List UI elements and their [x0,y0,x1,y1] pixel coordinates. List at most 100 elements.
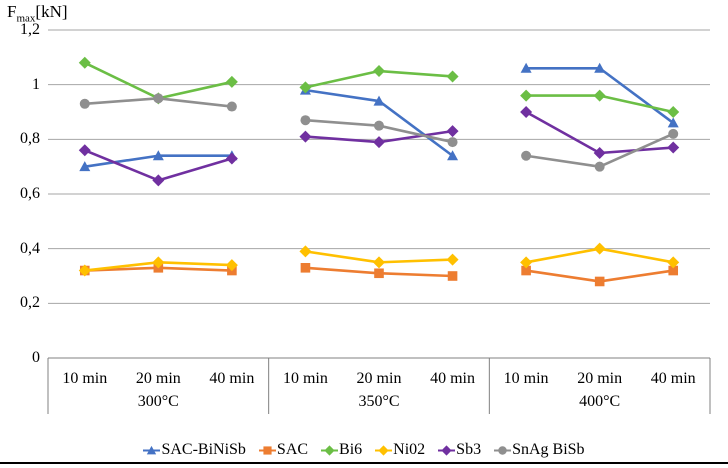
diamond-marker [667,141,680,154]
square-marker [300,263,311,273]
x-tick-time-label: 40 min [209,370,255,387]
diamond-legend-icon [375,445,393,456]
diamond-marker [593,147,606,159]
diamond-marker [520,256,533,269]
diamond-marker [78,264,91,277]
circle-marker [447,137,458,148]
diamond-marker [78,56,91,69]
diamond-marker [152,174,165,187]
diamond-marker [225,152,238,165]
x-tick-time-label: 20 min [356,370,402,387]
legend-item-sac: SAC [258,441,309,459]
x-group-temperature-label: 400°C [579,393,621,410]
circle-marker [594,161,605,172]
x-tick-time-label: 40 min [650,370,696,387]
y-axis-title-prefix: F [7,2,17,21]
triangle-marker [594,62,606,73]
diamond-marker [520,106,533,118]
diamond-marker [373,136,385,149]
diamond-marker [299,245,312,258]
x-group-temperature-label: 300°C [137,393,179,410]
diamond-marker [593,89,606,102]
diamond-marker [667,106,680,118]
x-tick-time-label: 20 min [135,370,181,387]
triangle-marker [447,150,459,161]
triangle-marker [667,117,679,128]
circle-marker [226,101,237,112]
diamond-marker [299,81,312,94]
x-tick-time-label: 10 min [503,370,549,387]
square-marker [374,268,384,279]
y-axis-title-subscript: max [16,12,36,25]
y-tick-label: 0,4 [20,239,40,257]
square-marker [447,271,458,281]
x-tick-time-label: 20 min [577,370,623,387]
circle-marker [498,446,507,455]
series-line-sb3 [524,110,675,155]
diamond-marker [299,130,312,143]
triangle-marker [147,445,157,455]
diamond-marker [324,445,335,456]
legend-item-bi6: Bi6 [321,441,362,459]
circle-marker [374,120,384,131]
bottom-divider [0,462,728,464]
triangle-marker [79,161,91,172]
y-tick-label: 0,6 [20,185,40,202]
legend-label: SnAg BiSb [512,441,585,458]
diamond-marker [225,259,238,272]
diamond-marker [373,256,385,269]
legend-item-ni02: Ni02 [375,441,425,459]
y-tick-label: 1,2 [20,21,40,38]
circle-marker [521,150,532,161]
triangle-marker [373,95,385,106]
x-group-temperature-label: 350°C [358,393,400,410]
diamond-marker [446,70,459,83]
triangle-marker [152,150,164,161]
y-tick-label: 0,2 [20,294,40,312]
circle-marker [153,93,164,104]
diamond-marker [152,256,165,269]
diamond-marker [593,242,606,255]
legend-item-snag-bisb: SnAg BiSb [494,441,585,459]
diamond-legend-icon [321,445,339,456]
legend-label: Sb3 [456,441,482,458]
triangle-marker [520,62,532,73]
legend-label: Ni02 [393,441,426,458]
legend-item-sac-binisb: SAC-BiNiSb [143,441,246,459]
square-marker [521,265,531,276]
legend-label: Bi6 [339,441,363,458]
circle-marker [668,128,679,139]
legend-item-sb3: Sb3 [438,441,481,459]
diamond-marker [225,75,238,88]
y-tick-label: 0,8 [20,130,40,148]
y-axis-title: Fmax[kN] [7,2,68,24]
legend-label: SAC-BiNiSb [161,441,246,458]
chart-legend: SAC-BiNiSb SAC Bi6 Ni02 Sb3 SnAg BiSb [0,441,728,459]
circle-marker [79,98,90,109]
diamond-marker [441,445,452,456]
diamond-marker [667,256,680,269]
x-tick-time-label: 10 min [282,370,328,387]
square-marker [594,276,605,287]
square-marker [263,446,272,455]
diamond-marker [378,445,389,456]
y-tick-label: 1 [32,75,40,93]
y-tick-label: 0 [32,349,40,366]
diamond-marker [520,89,533,102]
circle-marker [300,115,311,126]
triangle-legend-icon [143,445,161,455]
y-axis-title-unit: [kN] [35,2,68,21]
square-legend-icon [258,446,276,455]
diamond-marker [446,125,459,138]
square-marker [668,265,679,276]
x-tick-time-label: 40 min [430,370,475,387]
x-tick-time-label: 10 min [62,370,108,387]
circle-legend-icon [494,446,512,455]
diamond-marker [373,65,385,77]
diamond-marker [446,253,459,266]
diamond-marker [78,144,91,157]
legend-label: SAC [276,441,309,458]
diamond-legend-icon [438,445,456,456]
